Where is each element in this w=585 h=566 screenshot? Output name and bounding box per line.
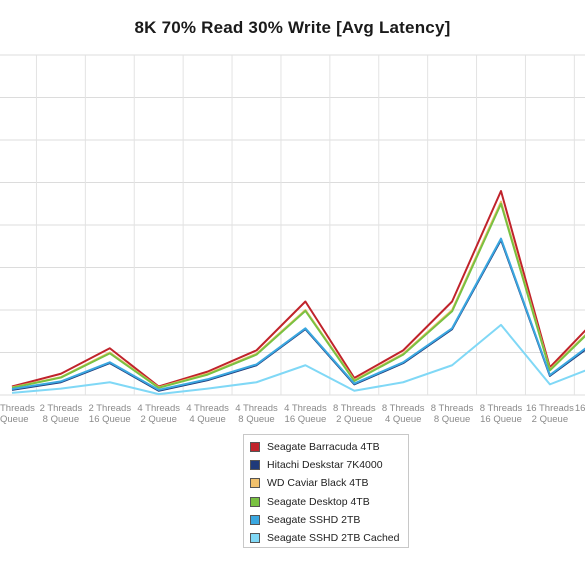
legend-item: Seagate Desktop 4TB xyxy=(250,493,408,511)
legend-swatch xyxy=(250,460,260,471)
legend-item: WD Caviar Black 4TB xyxy=(250,474,408,492)
x-tick-label-threads: 8 Threads xyxy=(333,403,376,414)
legend-item: Seagate SSHD 2TB Cached xyxy=(250,529,408,547)
x-tick-label-queue: 2 Queue xyxy=(140,414,176,425)
series-lines xyxy=(11,190,585,396)
legend-label: Hitachi Deskstar 7K4000 xyxy=(267,459,383,472)
legend-label: Seagate Barracuda 4TB xyxy=(267,441,380,454)
legend-swatch xyxy=(250,478,260,489)
x-tick-label-queue: 16 Queue xyxy=(89,414,131,425)
x-tick-label-threads: 4 Threads xyxy=(235,403,278,414)
legend-swatch xyxy=(250,514,260,525)
x-tick-label-queue: 2 Queue xyxy=(336,414,372,425)
x-tick-label-threads: 2 Threads xyxy=(88,403,131,414)
grid xyxy=(0,54,585,396)
x-tick-label-queue: 4 Queue xyxy=(385,414,421,425)
x-tick-label-threads: 2 Threads xyxy=(40,403,83,414)
series-line-seagate-sshd-2tb xyxy=(11,237,585,391)
series-line-seagate-desktop-4tb xyxy=(11,202,585,389)
x-tick-label-queue: 8 Queue xyxy=(43,414,79,425)
x-tick-label-queue: 2 Queue xyxy=(532,414,568,425)
legend: Seagate Barracuda 4TB Hitachi Deskstar 7K… xyxy=(243,434,409,548)
legend-label: Seagate SSHD 2TB xyxy=(267,513,361,526)
x-tick-label-queue: 8 Queue xyxy=(434,414,470,425)
legend-swatch xyxy=(250,496,260,507)
legend-item: Hitachi Deskstar 7K4000 xyxy=(250,456,408,474)
chart-title: 8K 70% Read 30% Write [Avg Latency] xyxy=(134,18,451,37)
x-tick-label-queue: 8 Queue xyxy=(238,414,274,425)
x-tick-label-threads: 16 Threads xyxy=(575,403,585,414)
x-tick-label-threads: 8 Threads xyxy=(431,403,474,414)
series-line-seagate-barracuda-4tb xyxy=(11,190,585,388)
legend-label: Seagate SSHD 2TB Cached xyxy=(267,532,400,545)
x-tick-label-threads: 8 Threads xyxy=(382,403,425,414)
x-tick-label-queue: Queue xyxy=(0,414,29,425)
x-tick-label-threads: 8 Threads xyxy=(480,403,523,414)
x-tick-label-queue: 16 Queue xyxy=(285,414,327,425)
x-tick-label-threads: 4 Threads xyxy=(186,403,229,414)
legend-item: Seagate SSHD 2TB xyxy=(250,511,408,529)
x-tick-label-threads: 4 Threads xyxy=(284,403,327,414)
legend-swatch xyxy=(250,533,260,544)
x-tick-label-threads: 16 Threads xyxy=(526,403,574,414)
legend-label: Seagate Desktop 4TB xyxy=(267,495,370,508)
x-tick-label-queue: 16 Queue xyxy=(480,414,522,425)
x-tick-label-queue: 4 Queue xyxy=(189,414,225,425)
x-tick-label-threads: Threads xyxy=(0,403,35,414)
legend-swatch xyxy=(250,442,260,453)
x-tick-label-threads: 4 Threads xyxy=(137,403,180,414)
series-line-seagate-sshd-2tb-cached xyxy=(11,323,585,396)
legend-label: WD Caviar Black 4TB xyxy=(267,477,369,490)
legend-item: Seagate Barracuda 4TB xyxy=(250,438,408,456)
